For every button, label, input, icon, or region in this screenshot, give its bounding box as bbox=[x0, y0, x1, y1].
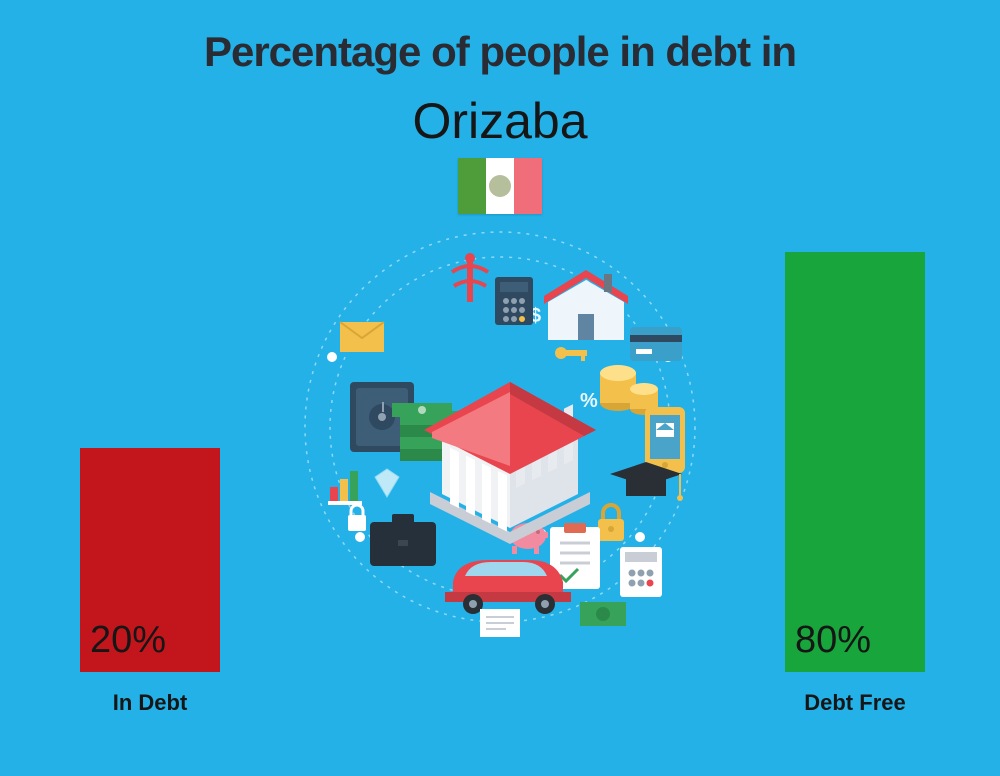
svg-text:%: % bbox=[580, 390, 598, 412]
bar-rect-debt-free: 80% bbox=[785, 252, 925, 672]
flag-stripe-right bbox=[514, 158, 542, 214]
bar-label-debt-free: Debt Free bbox=[780, 690, 930, 716]
finance-collage-icon: $ % % $ bbox=[280, 207, 720, 647]
bar-in-debt: 20% In Debt bbox=[75, 448, 225, 716]
mexico-flag-icon bbox=[458, 158, 542, 214]
flag-stripe-center bbox=[486, 158, 514, 214]
flag-emblem-icon bbox=[489, 175, 511, 197]
flag-stripe-left bbox=[458, 158, 486, 214]
bar-debt-free: 80% Debt Free bbox=[780, 252, 930, 716]
city-name: Orizaba bbox=[0, 92, 1000, 150]
bar-rect-in-debt: 20% bbox=[80, 448, 220, 672]
page-title: Percentage of people in debt in bbox=[0, 28, 1000, 76]
bar-value-in-debt: 20% bbox=[90, 619, 166, 662]
bar-value-debt-free: 80% bbox=[795, 619, 871, 662]
infographic-canvas: Percentage of people in debt in Orizaba … bbox=[0, 0, 1000, 776]
bar-label-in-debt: In Debt bbox=[75, 690, 225, 716]
